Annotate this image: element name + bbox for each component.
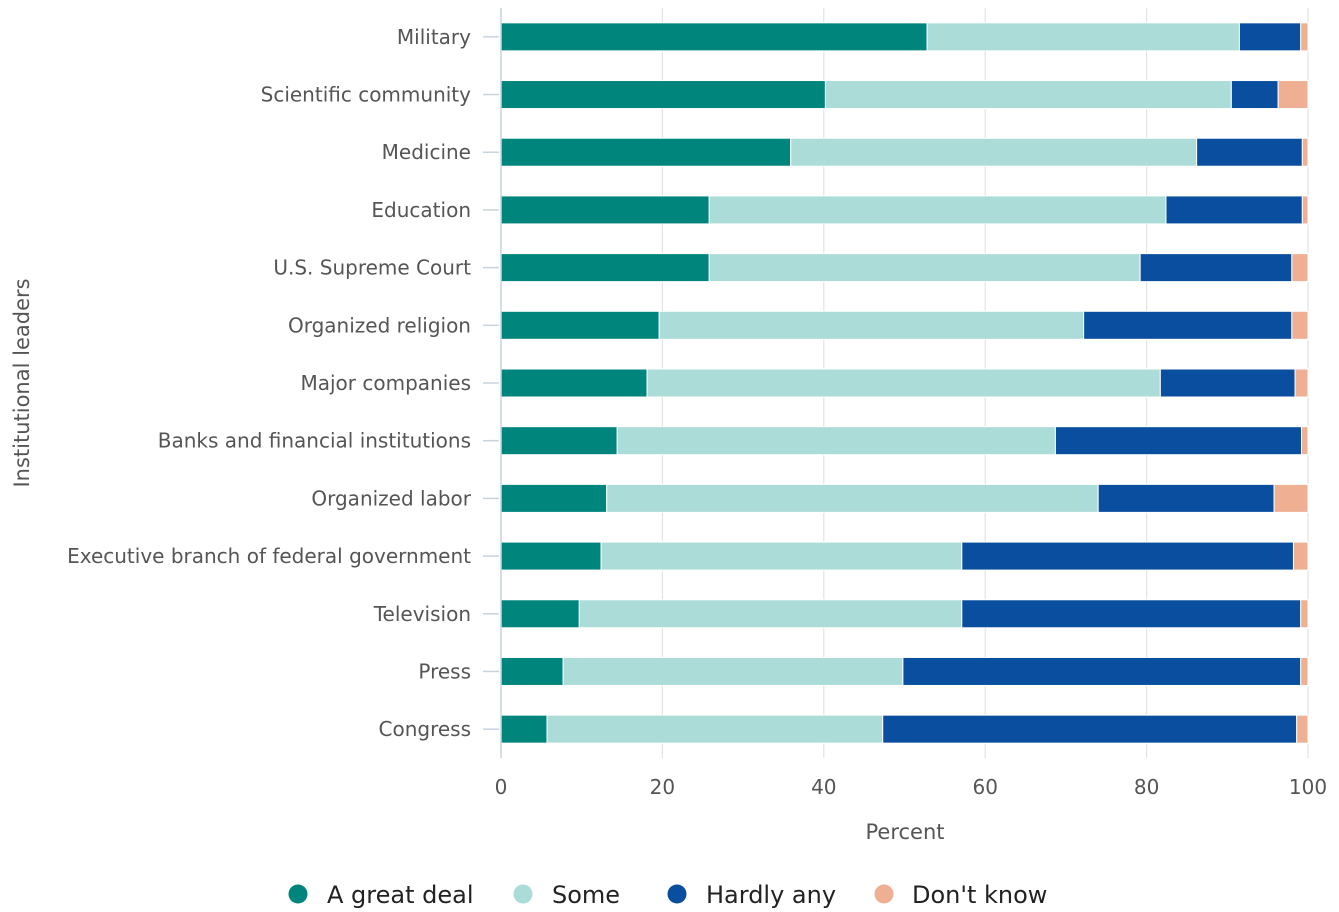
bar-segment: [500, 714, 548, 744]
bar-segment: [1292, 541, 1309, 571]
bar-segment: [500, 368, 648, 398]
bar-segment: [824, 80, 1232, 110]
x-axis-title: Percent: [865, 820, 944, 844]
legend-label: Some: [552, 881, 620, 909]
bar-segment: [1273, 483, 1309, 513]
bar-segment: [902, 656, 1302, 686]
x-tick-label: 60: [972, 775, 997, 799]
bar-segment: [1159, 368, 1296, 398]
category-label: Banks and financial institutions: [158, 429, 471, 453]
legend-label: Don't know: [912, 881, 1047, 909]
bar-segment: [1301, 137, 1309, 167]
x-tick-label: 80: [1134, 775, 1159, 799]
bar-segment: [600, 541, 963, 571]
bar-segment: [1300, 656, 1309, 686]
bar-segment: [790, 137, 1198, 167]
legend: A great deal Some Hardly any Don't know: [288, 881, 1047, 909]
bar-segment: [1294, 368, 1309, 398]
x-tick-label: 20: [650, 775, 675, 799]
bar-segment: [500, 253, 710, 283]
bar-segment: [961, 599, 1302, 629]
bar-segment: [500, 599, 580, 629]
category-label: Congress: [379, 717, 472, 741]
legend-swatch: [667, 884, 687, 904]
bars: [500, 22, 1309, 744]
bar-segment: [1165, 195, 1303, 225]
bar-segment: [1300, 22, 1309, 52]
bar-segment: [646, 368, 1161, 398]
bar-segment: [1054, 426, 1303, 456]
bar-segment: [562, 656, 904, 686]
bar-segment: [500, 137, 792, 167]
bar-segment: [708, 253, 1141, 283]
bar-segment: [1139, 253, 1293, 283]
x-tick-label: 100: [1289, 775, 1327, 799]
legend-label: A great deal: [327, 881, 474, 909]
category-labels: Military Scientific community Medicine Educ…: [67, 25, 499, 741]
bar-segment: [1196, 137, 1303, 167]
legend-swatch: [288, 884, 308, 904]
bar-segment: [882, 714, 1298, 744]
bar-segment: [616, 426, 1056, 456]
bar-segment: [658, 310, 1085, 340]
category-label: Organized religion: [288, 313, 471, 337]
bar-segment: [1291, 310, 1309, 340]
category-label: Medicine: [382, 140, 471, 164]
bar-segment: [546, 714, 884, 744]
legend-label: Hardly any: [706, 881, 836, 909]
legend-swatch: [513, 884, 533, 904]
bar-segment: [1301, 426, 1309, 456]
bar-segment: [500, 483, 608, 513]
bar-segment: [500, 22, 928, 52]
category-label: Military: [397, 25, 471, 49]
category-label: Organized labor: [311, 486, 471, 510]
bar-segment: [500, 80, 826, 110]
bar-segment: [926, 22, 1240, 52]
category-label: Major companies: [300, 371, 471, 395]
category-label: Television: [373, 602, 471, 626]
bar-segment: [500, 195, 710, 225]
bar-segment: [708, 195, 1167, 225]
bar-segment: [500, 656, 564, 686]
bar-segment: [500, 426, 618, 456]
category-label: Scientific community: [261, 83, 472, 107]
category-label: Press: [418, 659, 471, 683]
bar-segment: [1238, 22, 1302, 52]
x-tick-label: 40: [811, 775, 836, 799]
bar-segment: [500, 310, 660, 340]
bar-segment: [1296, 714, 1309, 744]
bar-segment: [1230, 80, 1279, 110]
bar-segment: [1301, 195, 1309, 225]
legend-swatch: [874, 884, 894, 904]
bar-segment: [1291, 253, 1309, 283]
bar-segment: [1083, 310, 1293, 340]
bar-segment: [500, 541, 602, 571]
x-axis-ticks: 0 20 40 60 80 100: [495, 775, 1327, 799]
y-axis-title: Institutional leaders: [10, 278, 34, 487]
bar-segment: [1097, 483, 1275, 513]
bar-segment: [961, 541, 1294, 571]
category-label: Education: [371, 198, 471, 222]
category-label: Executive branch of federal government: [67, 544, 471, 568]
bar-segment: [578, 599, 963, 629]
x-tick-label: 0: [495, 775, 508, 799]
bar-segment: [1300, 599, 1309, 629]
bar-segment: [606, 483, 1099, 513]
bar-segment: [1277, 80, 1309, 110]
category-label: U.S. Supreme Court: [273, 256, 471, 280]
